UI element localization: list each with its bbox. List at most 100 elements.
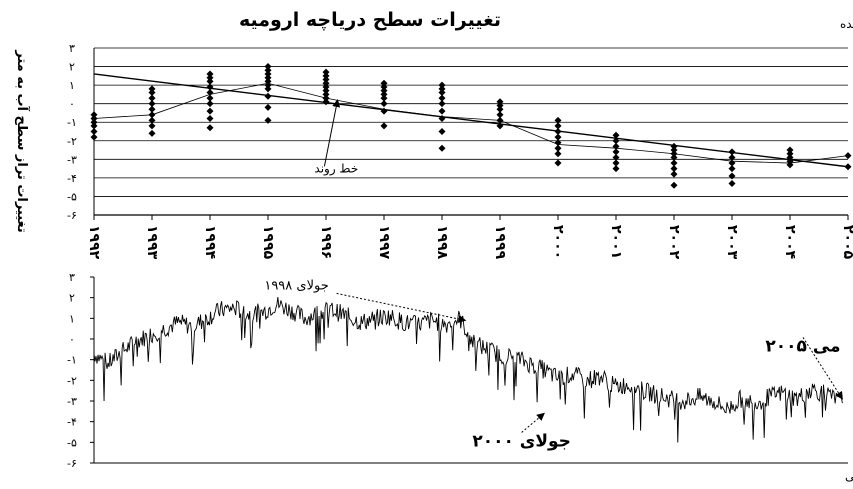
data-point <box>322 98 330 106</box>
data-point <box>90 115 98 123</box>
y-tick-label: -۵ <box>67 436 77 449</box>
data-point <box>728 172 736 180</box>
annotation-arrow <box>521 412 545 433</box>
data-point <box>148 105 156 113</box>
data-point <box>148 122 156 130</box>
data-point <box>322 90 330 98</box>
y-tick-label: -۱ <box>67 354 77 367</box>
data-point <box>554 116 562 124</box>
data-point <box>206 89 214 97</box>
data-point <box>380 122 388 130</box>
data-point <box>206 107 214 115</box>
data-point <box>496 111 504 119</box>
data-point <box>148 85 156 93</box>
x-tick-label: ۱۹۹۷ <box>376 225 392 260</box>
data-point <box>380 100 388 108</box>
top-x-tick-labels: ۱۹۹۲ ۱۹۹۳ ۱۹۹۴ ۱۹۹۵ ۱۹۹۶ ۱۹۹۷ ۱۹۹۸ ۱۹۹۹ ۲۰۰۰ ۲۰۰۱… <box>86 215 853 260</box>
x-tick-label: ۱۹۹۶ <box>318 225 334 259</box>
data-point <box>90 133 98 141</box>
data-point <box>148 116 156 124</box>
data-point <box>786 157 794 165</box>
top-gridlines <box>93 47 848 216</box>
x-tick-label: ۱۹۹۴ <box>202 225 218 260</box>
data-point <box>670 170 678 178</box>
data-point <box>496 102 504 110</box>
data-point <box>496 116 504 124</box>
data-point <box>264 116 272 124</box>
data-point <box>728 159 736 167</box>
data-point <box>786 146 794 154</box>
bottom-axes <box>93 277 848 464</box>
data-point <box>206 77 214 85</box>
x-tick-label: ۲۰۰۰ <box>550 225 566 259</box>
data-point <box>438 144 446 152</box>
y-tick-label: -۳ <box>67 153 77 166</box>
y-tick-label: -۵ <box>67 190 77 203</box>
data-point <box>206 94 214 102</box>
raw-level-line <box>93 296 843 443</box>
data-point <box>438 115 446 123</box>
data-point <box>206 83 214 91</box>
data-point <box>148 89 156 97</box>
mean-line <box>93 82 849 164</box>
data-point <box>148 111 156 119</box>
data-point <box>264 63 272 71</box>
data-point <box>612 137 620 145</box>
chart-title: تغییرات سطح دریاچه ارومیه <box>239 9 501 31</box>
x-tick-label: ۲۰۰۵ <box>840 225 853 260</box>
data-point <box>670 150 678 158</box>
data-point <box>438 89 446 97</box>
data-point <box>728 148 736 156</box>
data-point <box>322 72 330 80</box>
data-point <box>612 131 620 139</box>
x-tick-label: ۲۰۰۳ <box>724 225 740 260</box>
data-point <box>786 150 794 158</box>
data-point <box>438 100 446 108</box>
data-point <box>554 139 562 147</box>
annotation-label: جولای ۱۹۹۸ <box>264 278 328 293</box>
data-point <box>264 74 272 82</box>
data-point <box>148 100 156 108</box>
y-tick-label: -۴ <box>67 172 77 185</box>
bottom-y-tick-labels: -۶ -۵ -۴ -۳ -۲ -۱ ۰ ۱ ۲ ۳ <box>67 271 94 470</box>
chart-subtitle: نمودار داده های هموار شده <box>840 17 853 32</box>
data-point <box>206 70 214 78</box>
data-point <box>554 128 562 135</box>
x-tick-label: ۲۰۰۴ <box>782 225 798 260</box>
y-tick-label: ۰ <box>69 98 75 111</box>
y-tick-label: -۲ <box>67 135 77 148</box>
data-point <box>322 83 330 91</box>
x-tick-label: ۱۹۹۳ <box>144 225 160 260</box>
data-point <box>90 128 98 135</box>
data-point <box>148 129 156 137</box>
data-point <box>206 124 214 132</box>
x-tick-label: ۱۹۹۲ <box>86 225 102 260</box>
data-point <box>438 81 446 89</box>
data-point <box>264 70 272 78</box>
data-point <box>322 79 330 87</box>
data-point <box>322 94 330 102</box>
data-point <box>728 165 736 173</box>
y-tick-label: -۴ <box>67 416 77 429</box>
data-point <box>148 94 156 102</box>
data-point <box>206 74 214 82</box>
data-point <box>728 153 736 161</box>
data-point <box>264 66 272 74</box>
data-point <box>670 165 678 173</box>
data-point <box>438 107 446 115</box>
y-tick-label: -۱ <box>67 116 77 129</box>
top-y-tick-labels: -۶ -۵ -۴ -۳ -۲ -۱ ۰ ۱ ۲ ۳ <box>67 42 77 222</box>
data-point <box>670 146 678 154</box>
y-tick-label: ۳ <box>69 42 75 55</box>
data-point <box>612 142 620 150</box>
y-tick-label: -۲ <box>67 374 77 387</box>
annotation-arrow <box>802 337 843 400</box>
data-point <box>496 122 504 130</box>
y-tick-label: ۱ <box>69 79 75 92</box>
y-tick-label: -۳ <box>67 395 77 408</box>
data-point <box>380 94 388 102</box>
trend-line <box>93 73 849 168</box>
data-point <box>264 81 272 89</box>
y-tick-label: -۶ <box>67 209 77 222</box>
